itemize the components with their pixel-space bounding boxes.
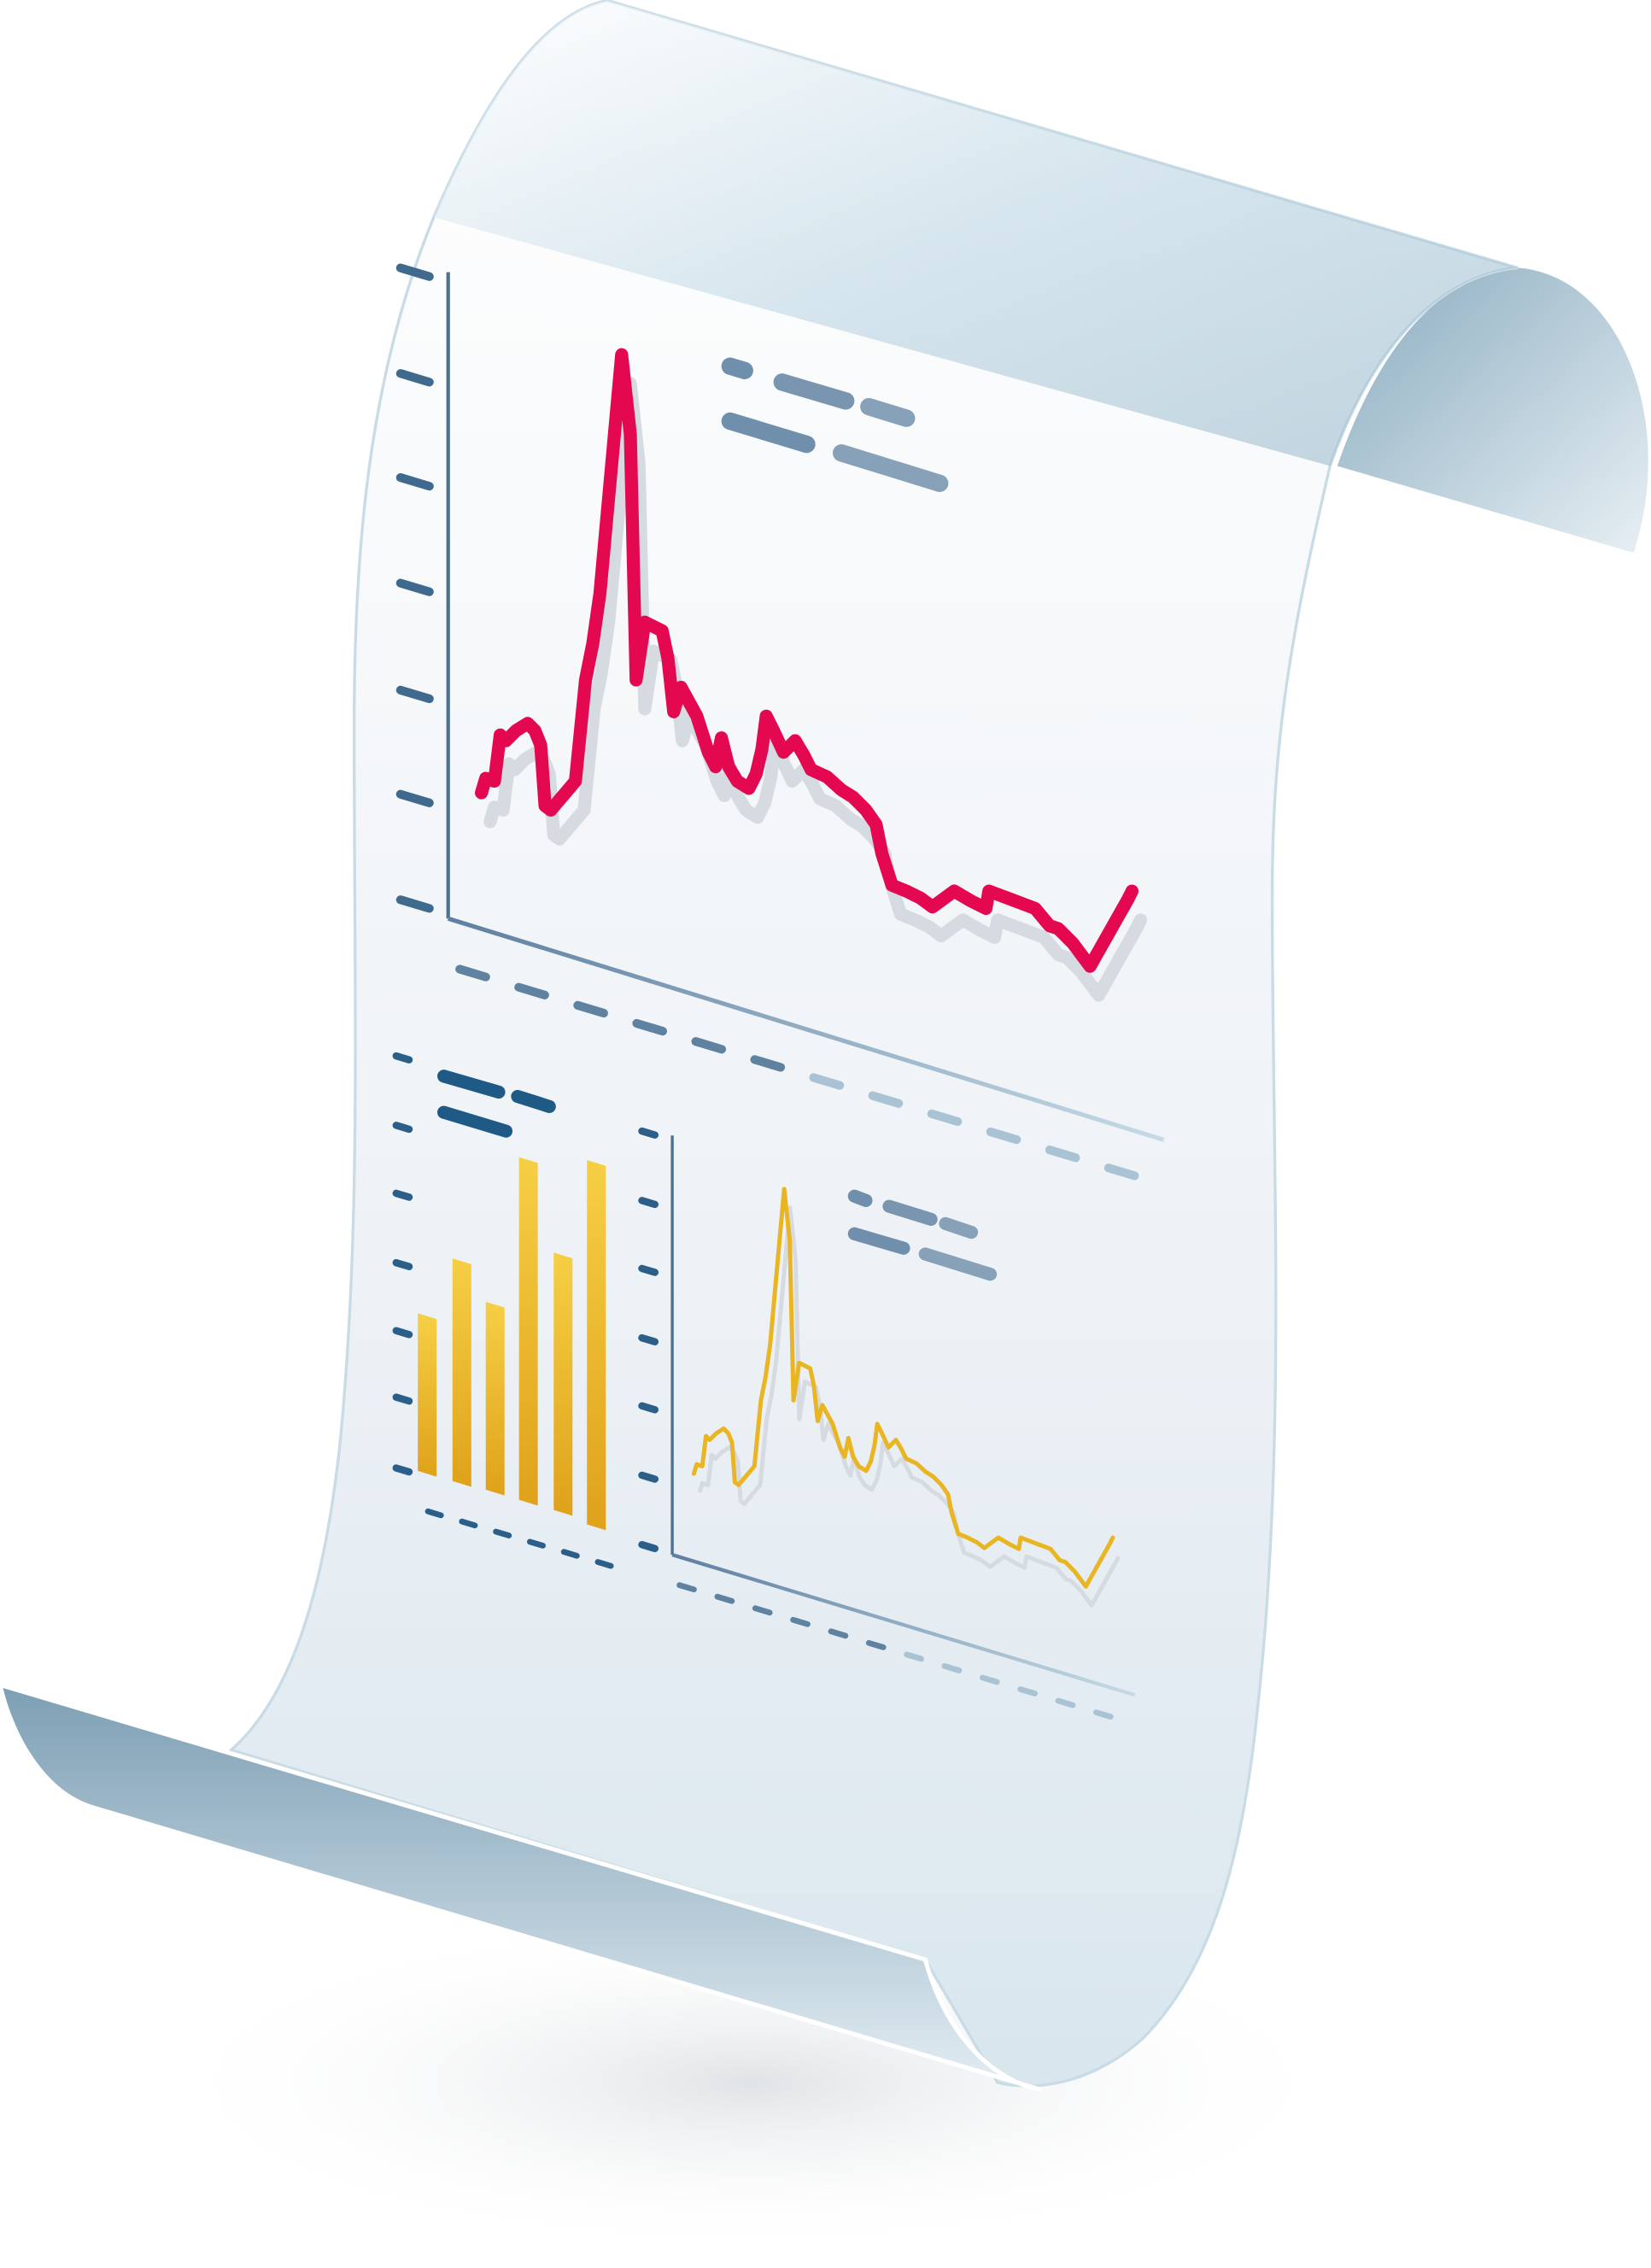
tick-dash [560, 1549, 580, 1559]
tick-dash [395, 263, 434, 281]
axis [447, 916, 1165, 1142]
line [694, 1189, 1113, 1586]
tick-dash [395, 789, 434, 807]
tick-dash [395, 369, 434, 387]
tick-dash [392, 1189, 413, 1201]
tick-dash [904, 1651, 924, 1662]
lower-chart [638, 1127, 1136, 1720]
legend-pill [773, 373, 855, 410]
line [475, 348, 1139, 973]
bottom-curl [0, 1682, 1042, 2092]
top-curl-back [1337, 267, 1648, 554]
tick-dash [750, 1055, 786, 1072]
legend-pill [511, 1089, 556, 1113]
legend-pill [721, 412, 816, 454]
bar-shape [485, 1301, 505, 1496]
legend-pill [882, 1199, 938, 1226]
bar-shape [418, 1313, 437, 1477]
legend-pill [847, 1227, 910, 1255]
tick-dash [865, 1639, 887, 1650]
tick-dash [986, 1127, 1022, 1145]
tick-dash [395, 685, 434, 704]
tick-dash [676, 1582, 697, 1593]
tick-dash [392, 1327, 413, 1339]
tick-dash [638, 1402, 659, 1414]
tick-dash [459, 1518, 478, 1529]
tick-dash [714, 1593, 735, 1604]
legend-pill [437, 1070, 506, 1099]
tick-dash [395, 472, 434, 491]
sheet [228, 0, 1519, 2088]
tick-dash [1045, 1146, 1080, 1163]
tick-group [638, 1127, 1114, 1720]
legend-pill [832, 444, 949, 492]
legend-pill [860, 397, 916, 427]
line-shadow [483, 377, 1148, 1002]
tick-dash [1055, 1697, 1076, 1708]
tick-dash [638, 1540, 659, 1553]
tick-dash [1104, 1163, 1139, 1181]
tick-dash [1092, 1709, 1114, 1720]
tick-dash [526, 1538, 546, 1549]
legend [437, 1070, 556, 1138]
tick-dash [638, 1197, 659, 1209]
tick-dash [691, 1037, 727, 1054]
tick-dash [790, 1616, 811, 1627]
tick-dash [828, 1628, 849, 1639]
legend-pill [939, 1216, 979, 1239]
bar-shape [587, 1159, 606, 1531]
tick-dash [573, 1000, 608, 1018]
tick-group [392, 1052, 614, 1569]
tick-dash [392, 1258, 413, 1270]
legend-pill [847, 1189, 873, 1207]
tick-dash [392, 1122, 413, 1134]
legend [721, 357, 949, 492]
bars [418, 1157, 606, 1531]
tick-dash [594, 1559, 614, 1569]
tick-dash [979, 1674, 1000, 1685]
tick-dash [941, 1663, 963, 1673]
tick-dash [424, 1508, 444, 1519]
tick-dash [752, 1605, 773, 1616]
legend-pill [918, 1247, 998, 1281]
tick-dash [809, 1073, 845, 1090]
tick-dash [927, 1109, 963, 1127]
tick-dash [1017, 1686, 1038, 1697]
bar-shape [452, 1258, 471, 1487]
tick-dash [392, 1393, 413, 1405]
tick-dash [392, 1052, 413, 1064]
axis [671, 1553, 1136, 1697]
tick-dash [514, 982, 549, 999]
legend-pill [437, 1105, 513, 1138]
top-curl [433, 0, 1519, 466]
tick-dash [392, 1464, 413, 1476]
tick-dash [868, 1091, 904, 1108]
line-shadow [700, 1208, 1119, 1605]
tick-dash [455, 964, 490, 982]
tick-group [395, 263, 1139, 1181]
upper-chart [395, 263, 1165, 1181]
tick-dash [395, 578, 434, 596]
tick-dash [395, 895, 434, 913]
legend-pill [721, 357, 753, 379]
tick-dash [638, 1127, 659, 1139]
tick-dash [638, 1471, 659, 1483]
bar-chart [392, 1052, 614, 1569]
tick-dash [493, 1528, 512, 1538]
tick-dash [632, 1018, 667, 1036]
tick-dash [638, 1333, 659, 1345]
bar-shape [518, 1157, 538, 1506]
legend [847, 1189, 998, 1281]
bar-shape [553, 1252, 573, 1516]
tick-dash [638, 1264, 659, 1276]
